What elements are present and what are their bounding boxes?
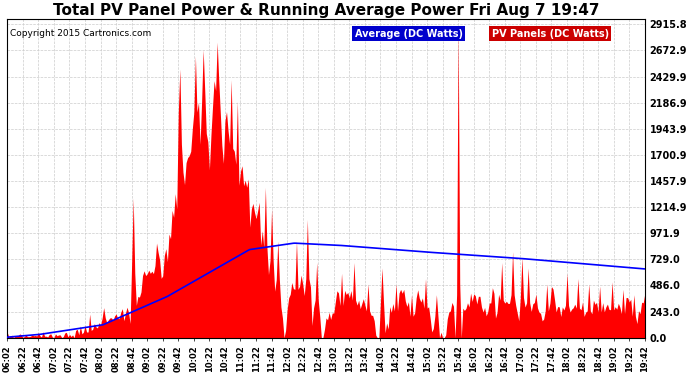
Text: Copyright 2015 Cartronics.com: Copyright 2015 Cartronics.com bbox=[10, 28, 152, 38]
Title: Total PV Panel Power & Running Average Power Fri Aug 7 19:47: Total PV Panel Power & Running Average P… bbox=[52, 3, 599, 18]
Text: PV Panels (DC Watts): PV Panels (DC Watts) bbox=[492, 28, 609, 39]
Text: Average (DC Watts): Average (DC Watts) bbox=[355, 28, 463, 39]
